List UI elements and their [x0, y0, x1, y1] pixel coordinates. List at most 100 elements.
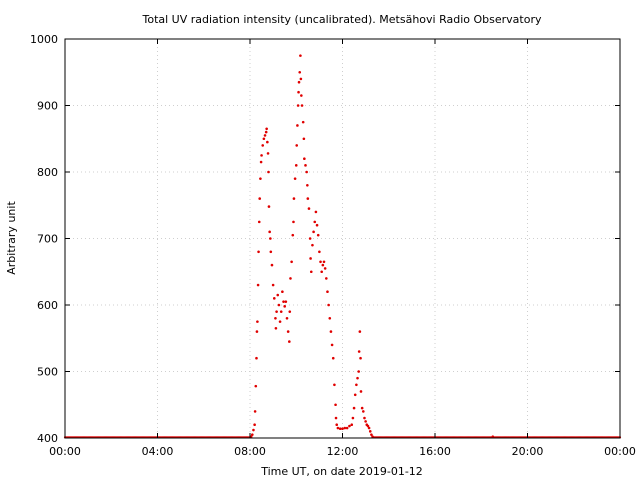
data-point [336, 426, 340, 430]
data-point [333, 383, 336, 387]
data-point [277, 303, 281, 307]
data-point [286, 330, 290, 333]
data-point [285, 317, 289, 320]
data-point [274, 317, 277, 320]
data-point [345, 426, 349, 430]
data-point [330, 343, 334, 347]
data-point [308, 237, 312, 240]
data-point [370, 433, 373, 436]
x-tick-labels: 00:00 04:00 08:00 12:00 16:00 20:00 00:00 [49, 445, 636, 458]
data-point [355, 383, 358, 387]
data-point [331, 356, 335, 360]
data-point [267, 170, 270, 174]
y-tick-label: 500 [37, 366, 58, 379]
data-point [351, 416, 355, 420]
data-point [358, 330, 362, 333]
data-point [311, 243, 314, 247]
y-tick-label: 900 [37, 100, 58, 113]
data-point [350, 423, 354, 427]
data-point [262, 137, 266, 141]
data-point [281, 290, 284, 294]
data-point [296, 124, 299, 127]
data-point [328, 317, 332, 320]
data-point [327, 303, 330, 307]
data-point [360, 406, 364, 410]
data-point [255, 330, 259, 333]
data-point [253, 410, 257, 413]
data-point [251, 433, 254, 436]
chart-title: Total UV radiation intensity (uncalibrat… [142, 13, 542, 26]
grid [65, 39, 620, 438]
data-point [305, 170, 308, 174]
data-point [291, 233, 295, 237]
data-point [329, 330, 333, 333]
data-point [338, 427, 342, 430]
data-point [253, 423, 256, 427]
data-point [312, 230, 315, 234]
data-point [367, 426, 371, 430]
data-point [306, 184, 309, 187]
data-point [319, 260, 322, 264]
data-point [257, 250, 260, 254]
data-point [301, 120, 305, 124]
data-point [283, 305, 286, 308]
data-point [288, 340, 291, 343]
data-point [299, 54, 302, 57]
data-point [284, 300, 288, 303]
data-point [269, 237, 272, 240]
data-point [368, 430, 372, 433]
data-point [322, 260, 326, 264]
data-point [265, 127, 268, 131]
data-point [315, 223, 319, 227]
data-point [254, 384, 258, 388]
data-point [261, 144, 265, 147]
data-point [295, 144, 299, 147]
y-tick-labels: 400 500 600 700 800 900 1000 [30, 33, 58, 445]
y-tick-label: 1000 [30, 33, 58, 46]
data-point [292, 197, 296, 200]
plot-frame [64, 38, 621, 439]
data-point [271, 283, 275, 287]
data-point [357, 370, 360, 373]
data-point [258, 197, 262, 200]
data-point [297, 90, 300, 94]
data-point [300, 104, 304, 107]
data-point [297, 80, 301, 84]
data-point [359, 356, 362, 360]
data-point [309, 257, 312, 260]
data-point [320, 270, 323, 274]
x-tick-label: 16:00 [419, 445, 451, 458]
data-point [364, 420, 367, 423]
data-point [353, 393, 357, 397]
data-point [252, 428, 255, 432]
data-point [491, 435, 495, 438]
y-axis-label: Arbitrary unit [5, 201, 18, 275]
data-point [313, 220, 317, 224]
axis-ticks [64, 38, 621, 439]
data-point [309, 270, 313, 274]
data-point [256, 320, 259, 323]
data-point [259, 160, 263, 164]
x-axis-label: Time UT, on date 2019-01-12 [260, 465, 423, 478]
data-point [296, 104, 300, 107]
data-point [289, 277, 292, 280]
data-point [371, 435, 374, 438]
data-point [267, 205, 271, 208]
data-point [343, 426, 347, 430]
data-point [325, 277, 328, 280]
data-point [307, 207, 311, 210]
data-point [366, 424, 370, 428]
y-tick-label: 800 [37, 166, 58, 179]
data-point [323, 267, 327, 270]
data-point [303, 157, 306, 160]
data-point [316, 233, 320, 237]
data-point [257, 220, 261, 224]
y-tick-label: 400 [37, 432, 58, 445]
data-point [256, 283, 260, 287]
y-tick-label: 700 [37, 233, 58, 246]
data-point [260, 154, 263, 157]
data-point [326, 290, 329, 294]
x-tick-label: 00:00 [604, 445, 636, 458]
data-point [294, 164, 298, 167]
